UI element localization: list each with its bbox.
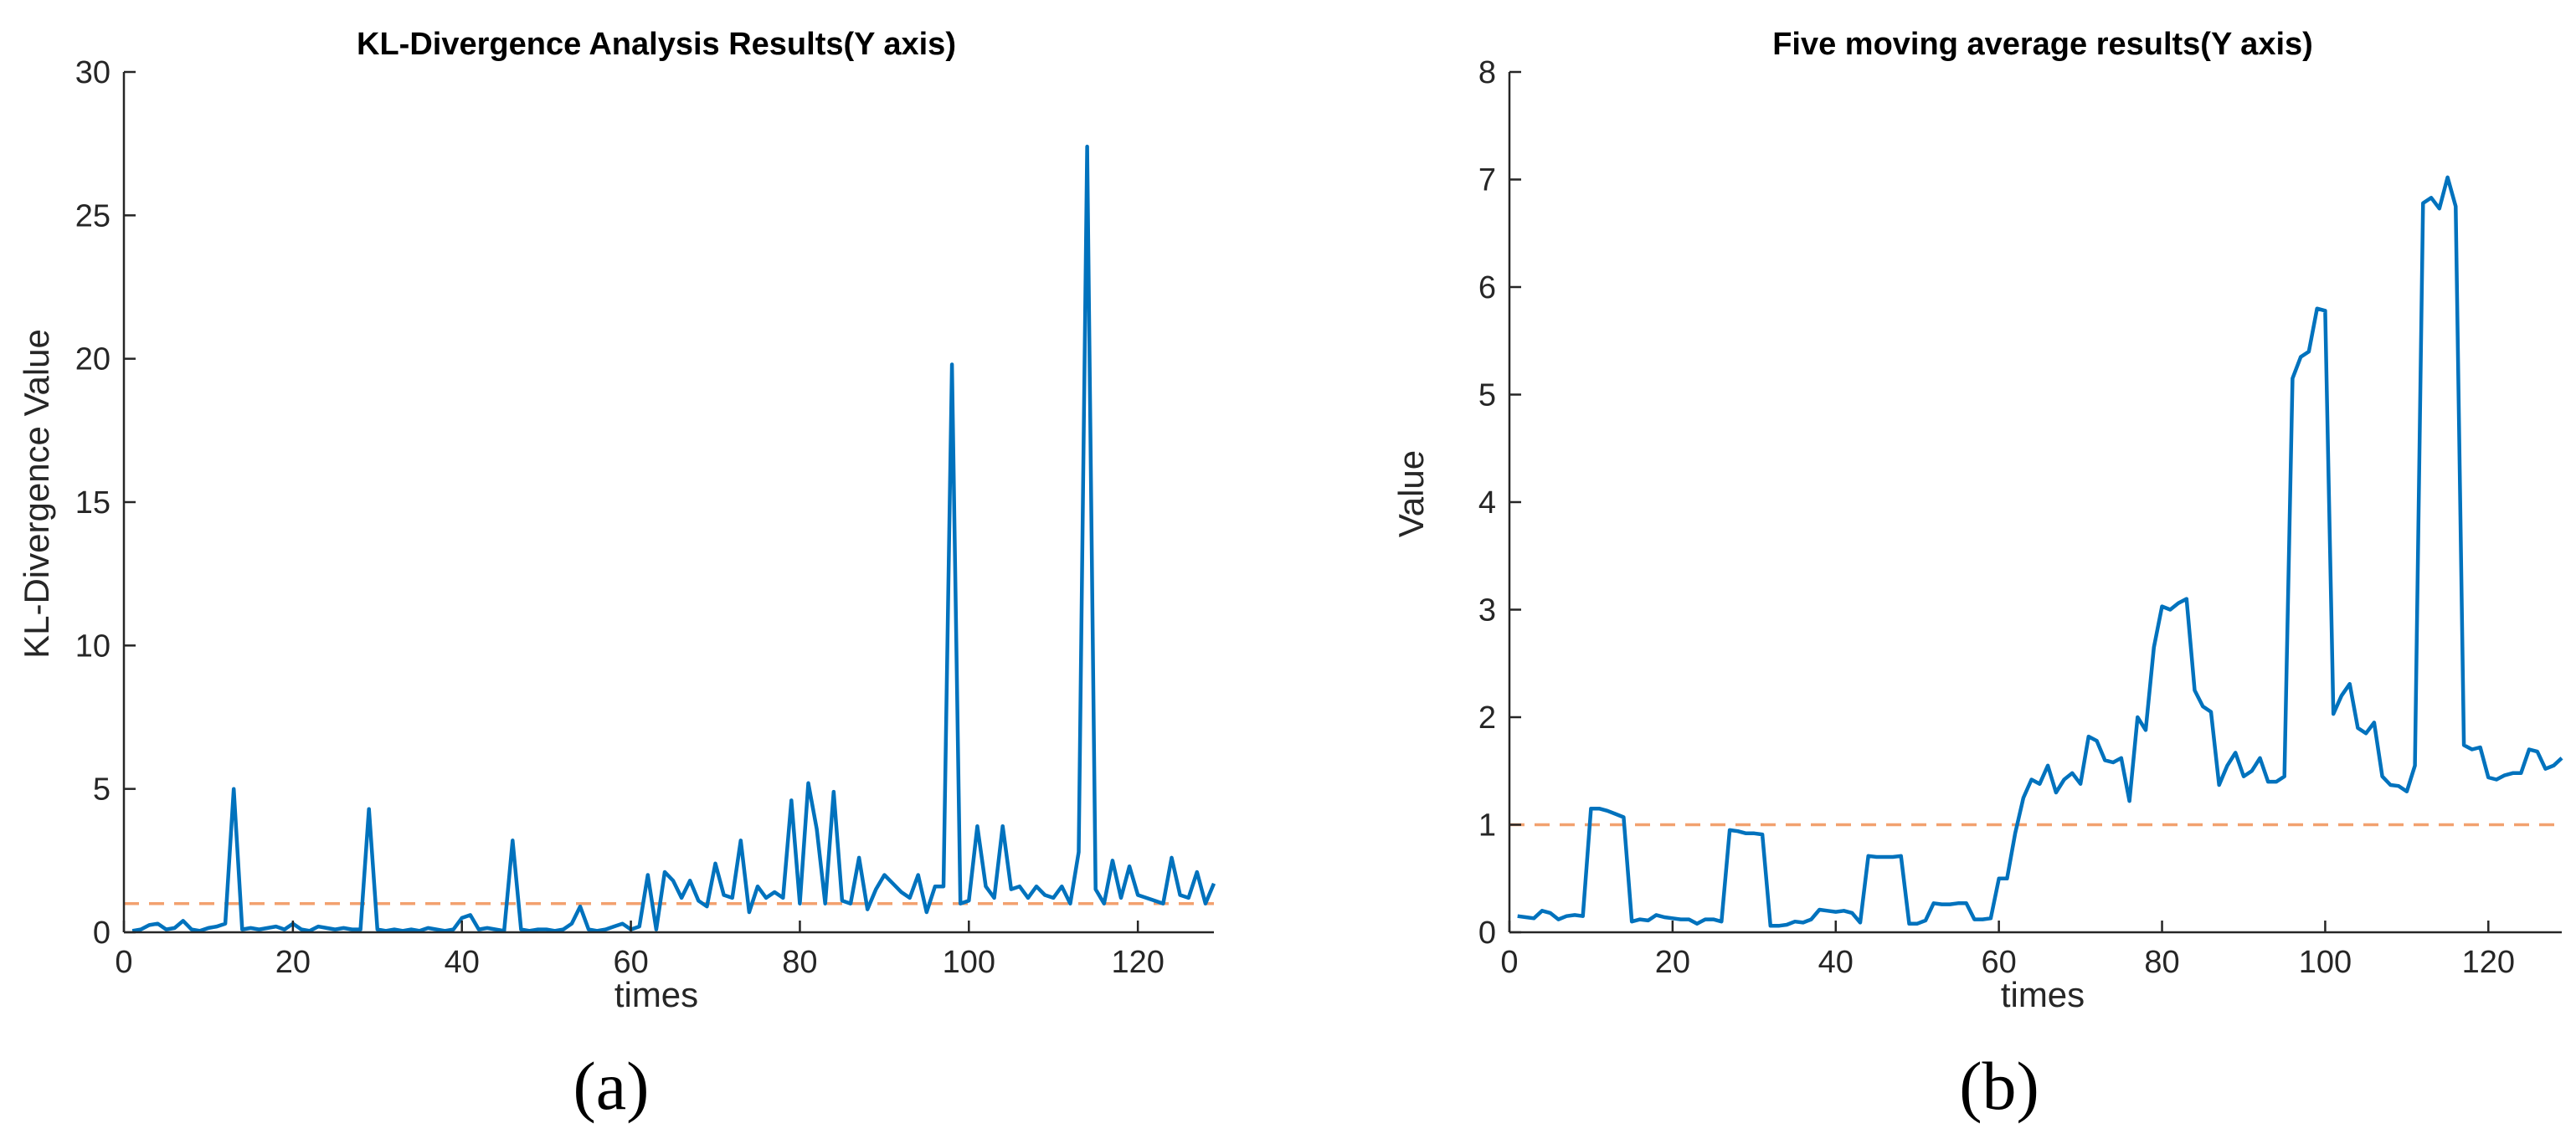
series-line-0 <box>1517 175 2563 928</box>
chart-b-title: Five moving average results(Y axis) <box>1772 27 2313 62</box>
y-tick-label: 25 <box>75 198 111 233</box>
x-tick-label: 20 <box>275 945 311 980</box>
chart-a-title: KL-Divergence Analysis Results(Y axis) <box>357 27 956 62</box>
chart-a-x-axis-label: times <box>614 975 698 1014</box>
x-tick-label: 80 <box>2144 945 2179 980</box>
chart-a-caption: (a) <box>573 1048 649 1124</box>
chart-a-y-axis-label: KL-Divergence Value <box>17 329 56 659</box>
chart-b-series-line <box>1517 175 2563 928</box>
chart-a-x-ticks: 0 20 40 60 80 100 120 <box>115 921 1165 980</box>
y-tick-label: 20 <box>75 342 111 377</box>
chart-a-y-ticks: 0 5 10 15 20 25 30 <box>75 55 136 951</box>
x-tick-label: 80 <box>782 945 817 980</box>
y-tick-label: 7 <box>1478 163 1496 198</box>
x-tick-label: 40 <box>445 945 480 980</box>
chart-a: KL-Divergence Analysis Results(Y axis) 0… <box>17 27 1216 1124</box>
y-tick-label: 2 <box>1478 700 1496 736</box>
x-tick-label: 60 <box>613 945 648 980</box>
chart-b-x-ticks: 0 20 40 60 80 100 120 <box>1500 921 2515 980</box>
y-tick-label: 0 <box>93 916 111 951</box>
chart-b-y-ticks: 0 1 2 3 4 5 6 7 8 <box>1478 55 1521 951</box>
y-tick-label: 30 <box>75 55 111 90</box>
chart-b-x-axis-label: times <box>2001 975 2085 1014</box>
x-tick-label: 60 <box>1982 945 2017 980</box>
x-tick-label: 120 <box>1111 945 1164 980</box>
y-tick-label: 1 <box>1478 808 1496 844</box>
chart-a-series-line <box>131 144 1216 933</box>
y-tick-label: 10 <box>75 628 111 664</box>
series-line-0 <box>131 144 1216 933</box>
x-tick-label: 0 <box>1500 945 1518 980</box>
x-tick-label: 20 <box>1655 945 1690 980</box>
chart-b-y-axis-label: Value <box>1391 450 1431 537</box>
y-tick-label: 6 <box>1478 270 1496 305</box>
y-tick-label: 4 <box>1478 485 1496 521</box>
x-tick-label: 100 <box>943 945 995 980</box>
x-tick-label: 120 <box>2462 945 2515 980</box>
y-tick-label: 15 <box>75 485 111 521</box>
y-tick-label: 8 <box>1478 55 1496 90</box>
chart-a-axes <box>122 72 1214 934</box>
y-tick-label: 3 <box>1478 593 1496 628</box>
y-tick-label: 0 <box>1478 916 1496 951</box>
chart-b-axes <box>1508 72 2562 934</box>
x-tick-label: 40 <box>1818 945 1854 980</box>
chart-b-caption: (b) <box>1959 1048 2039 1124</box>
x-tick-label: 0 <box>115 945 132 980</box>
x-tick-label: 100 <box>2299 945 2352 980</box>
y-tick-label: 5 <box>93 772 111 808</box>
chart-b: Five moving average results(Y axis) 0 20 4… <box>1391 27 2563 1124</box>
y-tick-label: 5 <box>1478 378 1496 413</box>
